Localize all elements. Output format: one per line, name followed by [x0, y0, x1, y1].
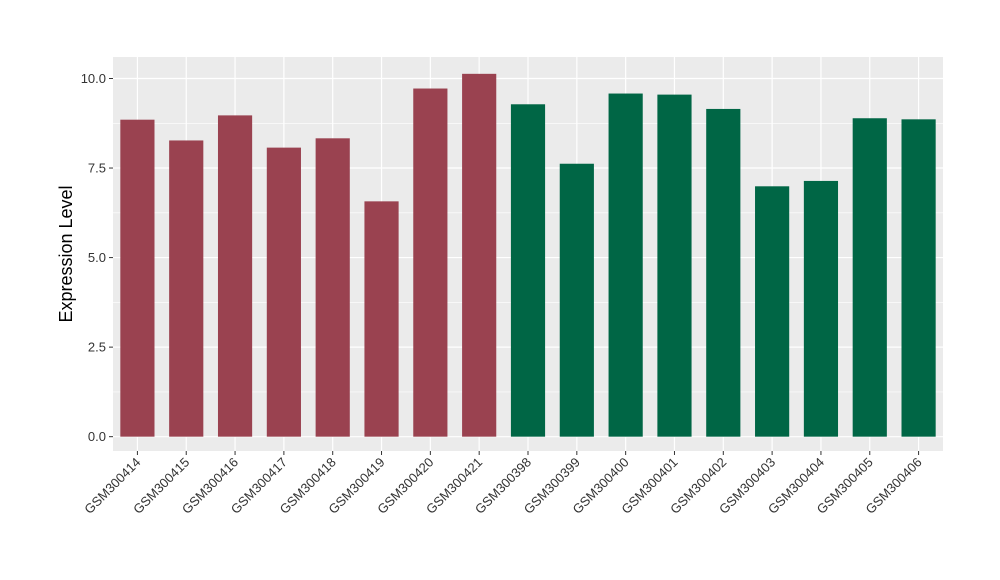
bar-GSM300420: [413, 88, 448, 437]
x-axis-ticks: GSM300414GSM300415GSM300416GSM300417GSM3…: [81, 451, 925, 517]
bar-GSM300416: [217, 115, 253, 437]
y-tick-label: 5.0: [88, 250, 106, 265]
y-tick-label: 0.0: [88, 429, 106, 444]
bar-GSM300406: [901, 119, 936, 437]
bar-GSM300417: [266, 147, 301, 437]
y-tick-label: 10.0: [81, 71, 106, 86]
bar-GSM300418: [315, 138, 350, 437]
bar-GSM300398: [510, 104, 546, 437]
bar-GSM300414: [120, 119, 155, 437]
bar-GSM300403: [755, 186, 790, 437]
bar-GSM300419: [364, 201, 399, 437]
bar-GSM300400: [608, 93, 643, 437]
bar-GSM300415: [169, 140, 204, 437]
y-axis-ticks: 0.0 2.5 5.0 7.5 10.0: [81, 71, 113, 444]
y-tick-label: 7.5: [88, 161, 106, 176]
bar-GSM300421: [462, 73, 497, 437]
bar-GSM300401: [657, 94, 692, 437]
bar-GSM300405: [852, 118, 887, 437]
bar-GSM300399: [559, 163, 594, 437]
bars: [120, 73, 936, 437]
y-tick-label: 2.5: [88, 340, 106, 355]
bar-GSM300404: [803, 180, 839, 437]
y-axis-title: Expression Level: [56, 185, 76, 322]
bar-GSM300402: [706, 108, 741, 437]
